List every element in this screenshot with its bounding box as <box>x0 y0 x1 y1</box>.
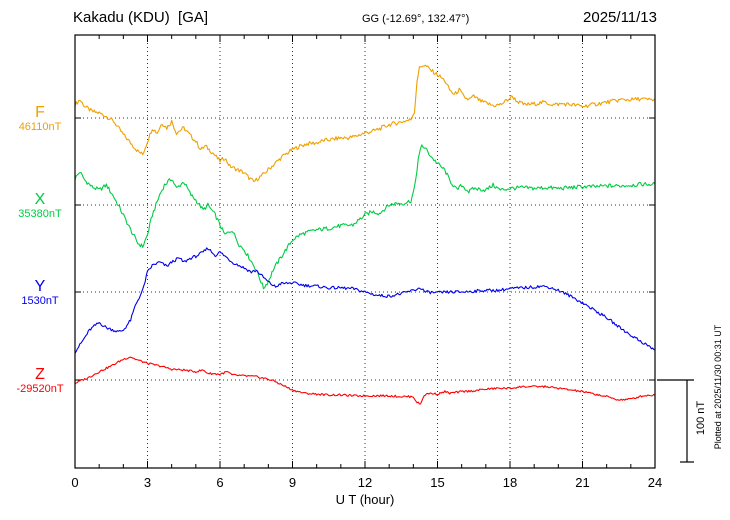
series-label-z: Z -29520nT <box>10 366 70 396</box>
scale-bar-label: 100 nT <box>695 400 707 436</box>
x-tick-label: 12 <box>358 475 372 490</box>
x-tick-label: 9 <box>289 475 296 490</box>
trace-X <box>75 144 655 290</box>
geographic-coords: GG (-12.69°, 132.47°) <box>362 13 470 25</box>
series-basevalue-z: -29520nT <box>16 383 64 395</box>
series-basevalue-x: 35380nT <box>18 208 62 220</box>
station-title: Kakadu (KDU) [GA] <box>73 9 209 26</box>
trace-Z <box>75 356 655 405</box>
series-letter-f: F <box>35 104 45 121</box>
trace-Y <box>75 247 655 354</box>
series-letter-y: Y <box>34 278 46 295</box>
x-tick-label: 3 <box>144 475 151 490</box>
plot-frame <box>74 34 656 469</box>
series-basevalue-y: 1530nT <box>21 295 59 307</box>
x-tick-label: 21 <box>575 475 589 490</box>
x-tick-label: 6 <box>216 475 223 490</box>
series-letter-x: X <box>34 191 46 208</box>
x-tick-label: 18 <box>503 475 517 490</box>
series-letter-z: Z <box>35 366 45 383</box>
plot-date: 2025/11/13 <box>583 9 657 26</box>
trace-F <box>75 64 655 183</box>
x-tick-label: 0 <box>71 475 78 490</box>
series-basevalue-f: 46110nT <box>18 121 62 133</box>
x-tick-label: 24 <box>648 475 662 490</box>
x-tick-label: 15 <box>430 475 444 490</box>
series-label-y: Y 1530nT <box>10 278 70 308</box>
series-label-f: F 46110nT <box>10 104 70 134</box>
series-label-x: X 35380nT <box>10 191 70 221</box>
plotted-timestamp: Plotted at 2025/11/30 00:31 UT <box>713 324 723 450</box>
x-axis-title: U T (hour) <box>335 492 395 507</box>
